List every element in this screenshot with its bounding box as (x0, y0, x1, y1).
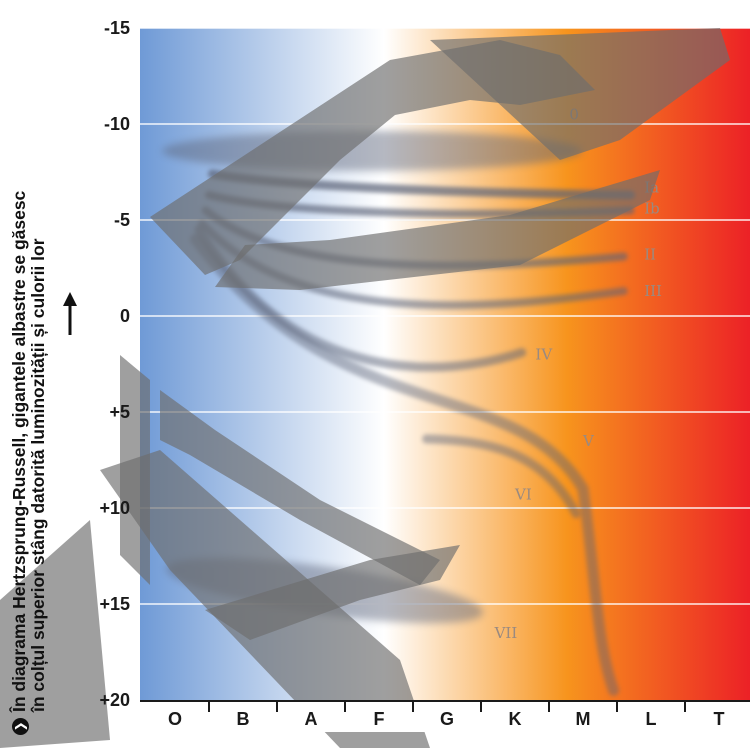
caption-line-1: În diagrama Hertzsprung-Russell, gigante… (9, 190, 29, 712)
x-tick-label: G (440, 709, 454, 729)
y-tick-label: -15 (104, 18, 130, 38)
luminosity-class-label: Ib (644, 199, 660, 217)
luminosity-class-label: V (582, 432, 595, 450)
x-axis-strip (140, 700, 750, 732)
luminosity-class-label: IV (535, 345, 553, 363)
y-tick-label: +15 (99, 594, 130, 614)
watermark-shape (150, 40, 595, 275)
y-tick-label: 0 (120, 306, 130, 326)
luminosity-class-labels: 0IaIbIIIIIIVVVIVII (494, 105, 662, 641)
x-tick-label: T (714, 709, 725, 729)
luminosity-class-label: II (644, 246, 656, 264)
watermark-shape (215, 170, 660, 290)
luminosity-band (189, 233, 620, 696)
y-tick-label: +20 (99, 690, 130, 710)
watermark-overlay (0, 28, 730, 748)
up-arrow-icon (63, 292, 77, 335)
luminosity-class-label: VI (514, 486, 532, 504)
x-tick-label: A (305, 709, 318, 729)
luminosity-class-label: III (644, 282, 662, 300)
x-tick-label: O (168, 709, 182, 729)
y-tick-label: +5 (109, 402, 130, 422)
y-tick-label: +10 (99, 498, 130, 518)
watermark-shape (205, 545, 460, 640)
figure-caption: ❯ În diagrama Hertzsprung-Russell, gigant… (9, 35, 48, 735)
y-tick-label: -10 (104, 114, 130, 134)
supergiant-region (162, 130, 583, 171)
watermark-shape (160, 390, 440, 585)
x-tick-label: K (509, 709, 522, 729)
x-tick-label: F (374, 709, 385, 729)
luminosity-band (422, 434, 581, 519)
x-tick-label: B (237, 709, 250, 729)
watermark-shape (0, 520, 110, 748)
caption-line-2: în colțul superior stâng datorită lumino… (28, 238, 48, 712)
y-tick-label: -5 (114, 210, 130, 230)
y-axis-ticks: -15 -10 -5 0 +5 +10 +15 +20 (99, 18, 130, 710)
x-tick-label: L (646, 709, 657, 729)
watermark-shape (430, 28, 730, 160)
x-tick-label: M (576, 709, 591, 729)
chevron-right-circle-icon: ❯ (12, 718, 29, 735)
luminosity-class-label: VII (494, 624, 518, 642)
